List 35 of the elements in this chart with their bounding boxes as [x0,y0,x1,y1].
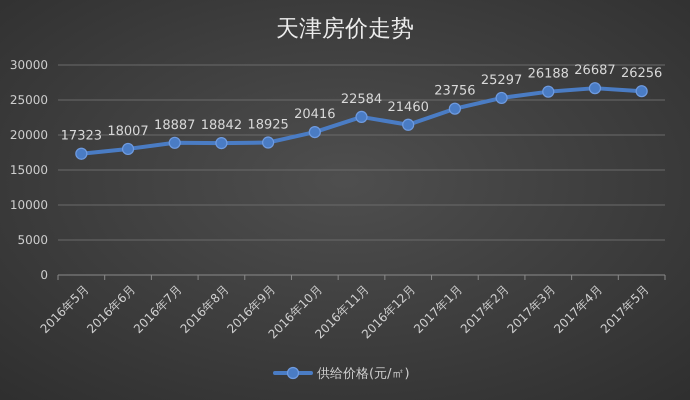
data-label: 22584 [340,92,382,107]
point [355,110,368,123]
chart-title: 天津房价走势 [276,16,414,42]
point [308,126,321,138]
point [215,137,228,150]
y-tick-label: 10000 [10,198,48,212]
data-label: 26256 [620,66,662,82]
data-label: 21460 [388,100,429,115]
data-label: 18842 [200,118,242,134]
point [75,148,88,160]
point [542,86,554,98]
point [495,92,508,104]
point [588,82,602,94]
data-label: 18007 [107,124,149,139]
y-tick-label: 15000 [10,163,48,178]
y-tick-label: 25000 [10,93,48,108]
data-label: 17323 [60,128,102,144]
point [122,142,134,156]
point [636,85,648,98]
point [262,136,274,149]
data-label: 20416 [294,107,336,122]
data-label: 18887 [154,118,196,133]
data-label: 23756 [434,84,476,99]
data-label: 25297 [480,72,522,88]
point [448,102,461,115]
point [168,136,181,149]
point [402,118,414,131]
data-label: 26188 [528,66,569,82]
data-label: 26687 [574,63,616,78]
y-tick-label: 20000 [10,128,48,142]
y-tick-label: 30000 [10,58,48,72]
y-tick-label: 5000 [17,233,48,248]
legend-label: 供给价格(元/㎡) [317,366,410,382]
data-label: 18925 [247,118,289,133]
y-tick-label: 0 [40,268,48,282]
